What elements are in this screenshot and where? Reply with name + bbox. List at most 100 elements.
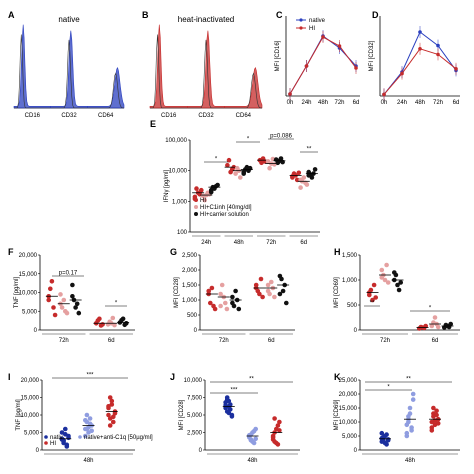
data-point bbox=[124, 320, 129, 326]
data-point bbox=[429, 428, 435, 433]
tick-label-CD32: CD32 bbox=[61, 113, 77, 119]
significance-label: * bbox=[387, 385, 390, 391]
legend-marker bbox=[44, 435, 48, 439]
legend-marker bbox=[44, 441, 48, 445]
panel-letter: C bbox=[276, 10, 283, 20]
data-point bbox=[224, 306, 230, 312]
panel-letter: F bbox=[8, 247, 14, 257]
legend-label: HI+C1inh [40mg/dl] bbox=[200, 205, 252, 211]
data-point bbox=[379, 275, 385, 280]
y-tick-label: 20,000 bbox=[339, 392, 358, 398]
y-axis-label: MFI [CD16] bbox=[275, 40, 281, 71]
data-point bbox=[432, 315, 438, 320]
data-point bbox=[407, 411, 413, 416]
data-point bbox=[379, 267, 385, 273]
data-point bbox=[233, 288, 238, 294]
data-point bbox=[64, 444, 70, 449]
significance-label: * bbox=[429, 306, 432, 312]
data-point bbox=[230, 294, 235, 300]
y-tick-label: 10,000 bbox=[21, 413, 40, 419]
data-point bbox=[58, 292, 63, 297]
legend-label: HI bbox=[50, 441, 56, 447]
data-point bbox=[418, 47, 422, 51]
data-point bbox=[384, 432, 389, 437]
panel-letter: B bbox=[142, 10, 149, 20]
data-point bbox=[275, 442, 281, 447]
tick-label-24h: 24h bbox=[301, 100, 311, 106]
data-point bbox=[436, 43, 440, 48]
data-point bbox=[288, 92, 292, 96]
y-tick-label: 100,000 bbox=[165, 138, 187, 144]
y-tick-label: 10,000 bbox=[339, 420, 358, 426]
data-point bbox=[120, 316, 126, 322]
data-point bbox=[436, 52, 440, 57]
data-point bbox=[391, 270, 397, 275]
data-point bbox=[209, 285, 215, 291]
significance-label: *** bbox=[230, 388, 238, 394]
data-point bbox=[226, 410, 232, 416]
data-point bbox=[226, 157, 232, 163]
data-point bbox=[251, 428, 257, 434]
category-label-72h: 72h bbox=[380, 338, 390, 344]
significance-label: ** bbox=[406, 377, 411, 383]
data-point bbox=[272, 294, 277, 300]
category-label-72h: 72h bbox=[59, 338, 69, 344]
panel-letter: I bbox=[8, 372, 11, 382]
data-point bbox=[110, 315, 116, 321]
data-point bbox=[83, 433, 88, 439]
data-point bbox=[454, 67, 458, 71]
significance-label: p=0.086 bbox=[270, 134, 293, 140]
data-point bbox=[404, 430, 410, 436]
data-point bbox=[73, 305, 78, 310]
data-point bbox=[236, 306, 242, 312]
tick-label-6d: 6d bbox=[453, 100, 460, 106]
significance-label: ** bbox=[307, 147, 312, 153]
data-point bbox=[46, 297, 52, 303]
data-point bbox=[253, 436, 258, 442]
y-axis-label: MFI [CD32] bbox=[369, 40, 375, 71]
legend-label: native+anti-C1q [50µg/ml] bbox=[84, 435, 153, 441]
panel-letter: K bbox=[334, 372, 341, 382]
data-point bbox=[277, 428, 282, 433]
data-point bbox=[208, 189, 214, 195]
category-label-48h: 48h bbox=[247, 458, 257, 464]
data-point bbox=[66, 433, 71, 439]
legend-marker bbox=[299, 26, 303, 30]
data-point bbox=[384, 262, 389, 268]
data-point bbox=[231, 303, 237, 309]
tick-label-CD32: CD32 bbox=[198, 113, 214, 119]
panel-letter: H bbox=[334, 247, 341, 257]
data-point bbox=[63, 426, 68, 432]
series-line-native bbox=[383, 31, 457, 95]
y-tick-label: 7,500 bbox=[187, 396, 203, 402]
data-point bbox=[212, 306, 218, 312]
data-point bbox=[312, 167, 318, 172]
significance-label: *** bbox=[86, 373, 94, 379]
data-point bbox=[225, 163, 230, 168]
data-point bbox=[89, 428, 94, 434]
tick-label-CD16: CD16 bbox=[25, 113, 41, 119]
data-point bbox=[51, 305, 56, 310]
data-point bbox=[223, 300, 228, 306]
category-label-6d: 6d bbox=[300, 240, 307, 246]
histogram-control-CD16 bbox=[150, 34, 188, 109]
category-label-72h: 72h bbox=[266, 240, 276, 246]
category-label-72h: 72h bbox=[219, 338, 229, 344]
data-point bbox=[298, 177, 303, 183]
panel-letter: J bbox=[170, 372, 175, 382]
data-point bbox=[257, 291, 262, 297]
data-point bbox=[241, 171, 246, 176]
y-axis-label: IFNγ [pg/ml] bbox=[164, 170, 170, 203]
data-point bbox=[59, 430, 65, 435]
tick-label-24h: 24h bbox=[397, 100, 407, 106]
y-tick-label: 2,500 bbox=[187, 431, 203, 437]
data-point bbox=[218, 303, 223, 309]
data-point bbox=[49, 278, 55, 284]
data-point bbox=[265, 288, 271, 294]
legend-label: HI+carrier solution bbox=[200, 212, 249, 218]
y-axis-label: MFI [CD28] bbox=[179, 399, 185, 430]
data-point bbox=[410, 391, 416, 397]
category-label-48h: 48h bbox=[405, 458, 415, 464]
data-point bbox=[202, 197, 207, 203]
data-point bbox=[407, 405, 413, 411]
